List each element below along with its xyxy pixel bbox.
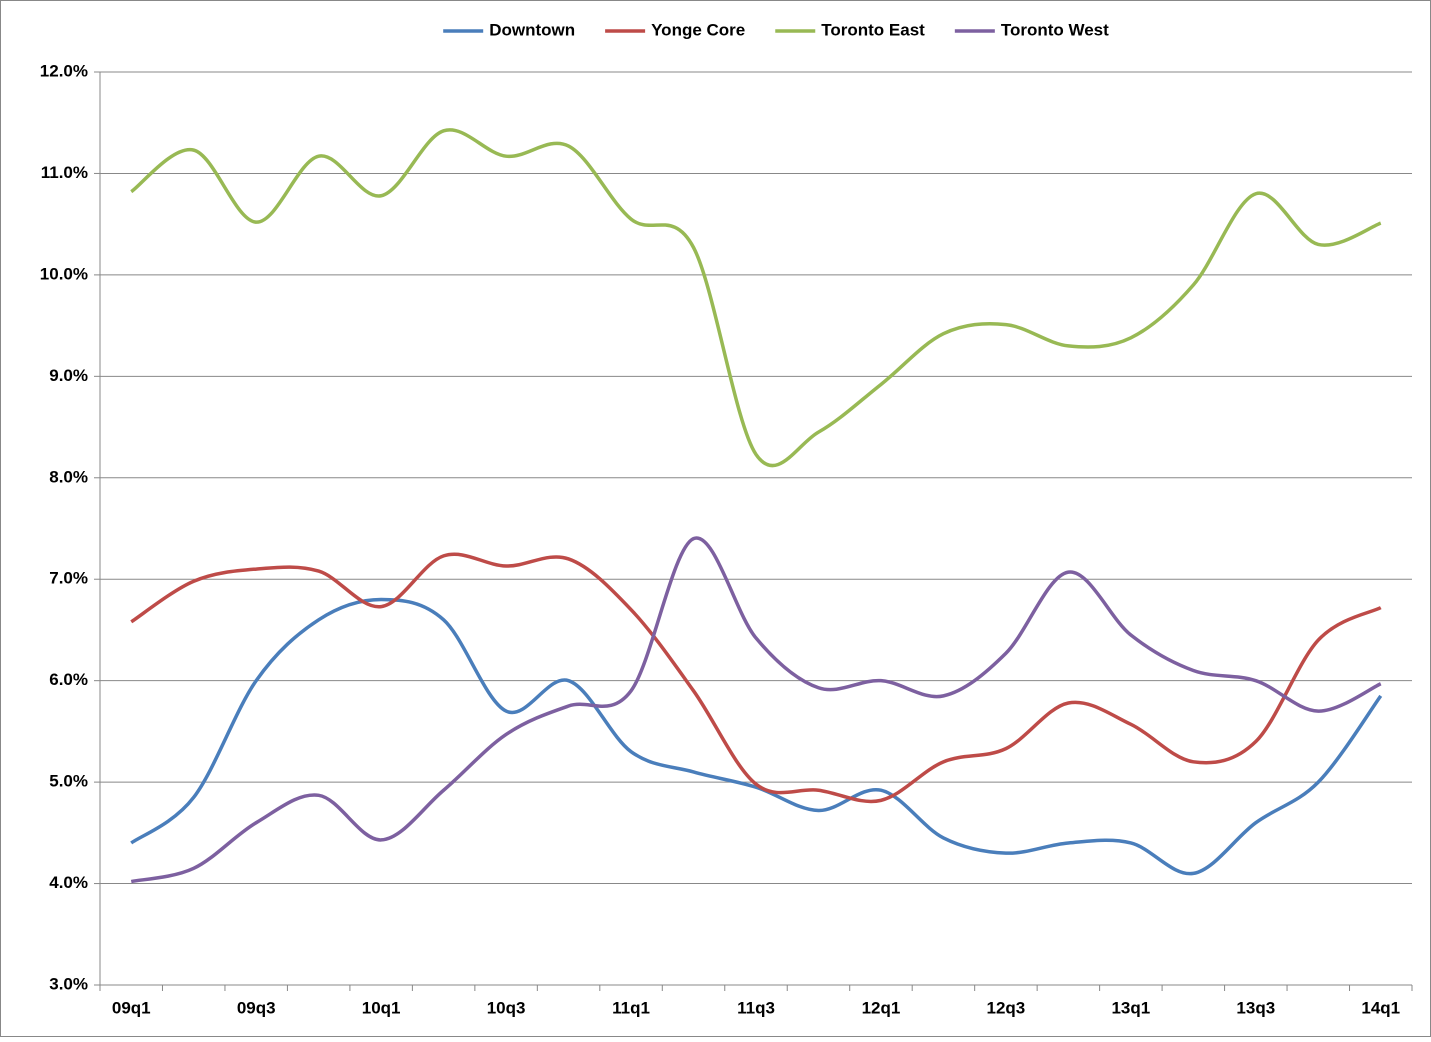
x-tick-label: 14q1 (1361, 998, 1400, 1017)
y-tick-label: 12.0% (40, 61, 88, 80)
series-line (130, 536, 1382, 884)
y-tick-label: 5.0% (49, 772, 88, 791)
x-tick-label: 10q3 (487, 998, 526, 1017)
series-line (130, 128, 1382, 468)
x-tick-label: 11q3 (737, 998, 775, 1017)
legend-label: Toronto East (821, 20, 925, 39)
x-tick-label: 12q3 (987, 998, 1026, 1017)
y-tick-label: 3.0% (49, 974, 88, 993)
legend-label: Downtown (489, 20, 575, 39)
series-line (130, 597, 1383, 876)
y-tick-label: 10.0% (40, 264, 88, 283)
x-tick-label: 12q1 (862, 998, 901, 1017)
y-tick-label: 8.0% (49, 467, 88, 486)
x-tick-label: 10q1 (362, 998, 401, 1017)
x-tick-label: 13q3 (1236, 998, 1275, 1017)
y-tick-label: 11.0% (41, 163, 88, 182)
y-tick-label: 7.0% (49, 569, 88, 588)
x-tick-label: 09q3 (237, 998, 276, 1017)
series-line (130, 552, 1382, 804)
legend-label: Yonge Core (651, 20, 745, 39)
y-tick-label: 9.0% (49, 366, 88, 385)
y-tick-label: 6.0% (49, 670, 88, 689)
legend-label: Toronto West (1001, 20, 1109, 39)
x-tick-label: 13q1 (1111, 998, 1150, 1017)
y-tick-label: 4.0% (49, 873, 88, 892)
x-tick-label: 11q1 (612, 998, 650, 1017)
x-tick-label: 09q1 (112, 998, 151, 1017)
